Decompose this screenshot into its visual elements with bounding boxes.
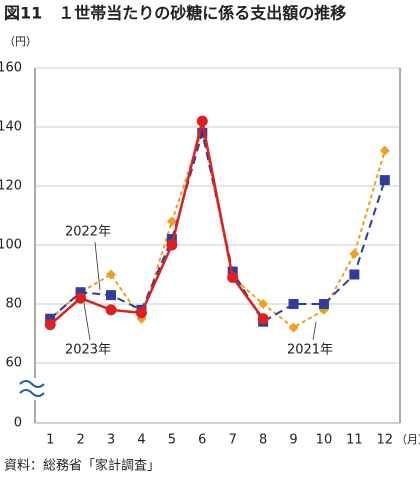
y-tick-label: 0 [14, 416, 22, 431]
point [166, 234, 177, 245]
point [197, 127, 208, 138]
y-tick-label: 140 [0, 120, 22, 135]
leader-line [83, 302, 91, 341]
point [288, 299, 299, 309]
point [318, 299, 329, 309]
legend-label: 2022年 [65, 225, 111, 240]
point [288, 322, 299, 333]
point [45, 313, 56, 324]
x-tick-label: 9 [289, 433, 297, 448]
y-tick-label: 160 [0, 61, 22, 76]
x-tick-label: 10 [316, 433, 333, 448]
series-line [49, 132, 386, 324]
chart-title: 図11 １世帯当たりの砂糖に係る支出額の推移 [4, 4, 346, 23]
legend-label: 2021年 [287, 343, 333, 358]
x-tick-label: 4 [137, 433, 145, 448]
point [349, 269, 360, 280]
y-tick-label: 100 [0, 238, 22, 253]
legend-label: 2023年 [65, 343, 111, 358]
x-tick-label: 2 [76, 433, 84, 448]
x-tick-label: 1 [46, 433, 54, 448]
x-tick-label: 11 [346, 433, 363, 448]
y-tick-label: 60 [5, 356, 22, 371]
x-tick-label: 3 [107, 433, 115, 448]
point [106, 269, 117, 280]
leader-line [312, 321, 317, 341]
x-tick-label: 8 [259, 433, 267, 448]
axis-break [19, 389, 45, 397]
point [135, 307, 147, 319]
point [75, 292, 87, 304]
x-tick-label: 7 [229, 433, 237, 448]
point [166, 239, 178, 251]
point [75, 287, 86, 298]
y-tick-label: 120 [0, 179, 22, 194]
point [258, 299, 269, 309]
y-tick-label: 80 [5, 297, 22, 312]
point [257, 313, 269, 325]
point [349, 248, 360, 259]
point [105, 304, 117, 316]
point [227, 271, 239, 283]
point [379, 175, 390, 186]
x-tick-label: 12 [377, 433, 394, 448]
y-axis-label: （円） [4, 35, 37, 48]
point [106, 290, 117, 301]
leader-line [94, 241, 101, 291]
point [166, 216, 177, 227]
axis-break [19, 380, 45, 388]
source: 資料：総務省「家計調査」 [4, 458, 160, 474]
x-axis-label: （月） [396, 433, 420, 446]
point [196, 115, 208, 127]
point [44, 319, 56, 331]
x-tick-label: 5 [168, 433, 176, 448]
point [379, 145, 390, 156]
x-tick-label: 6 [198, 433, 206, 448]
